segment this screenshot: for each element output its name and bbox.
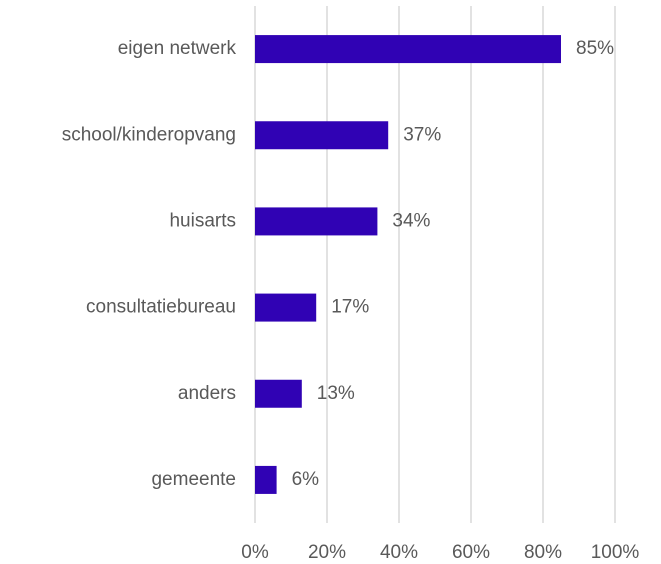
data-label: 13% <box>317 383 355 404</box>
x-tick-label: 20% <box>308 542 346 563</box>
y-tick-label: huisarts <box>169 210 236 231</box>
y-tick-label: school/kinderopvang <box>62 124 236 145</box>
x-tick-label: 40% <box>380 542 418 563</box>
data-label: 85% <box>576 38 614 59</box>
y-tick-label: eigen netwerk <box>118 38 237 59</box>
y-tick-label: consultatiebureau <box>86 297 236 318</box>
y-tick-label: anders <box>178 383 236 404</box>
x-tick-label: 100% <box>591 542 640 563</box>
data-label: 6% <box>292 469 320 490</box>
bar <box>255 379 302 408</box>
data-label: 17% <box>331 297 369 318</box>
data-label: 34% <box>392 210 430 231</box>
x-tick-label: 60% <box>452 542 490 563</box>
bar <box>255 465 277 494</box>
x-tick-label: 80% <box>524 542 562 563</box>
data-label: 37% <box>403 124 441 145</box>
x-tick-label: 0% <box>241 542 269 563</box>
bar <box>255 35 561 64</box>
bar <box>255 207 378 236</box>
bar <box>255 121 389 150</box>
y-tick-label: gemeente <box>151 469 236 490</box>
bar <box>255 293 317 322</box>
